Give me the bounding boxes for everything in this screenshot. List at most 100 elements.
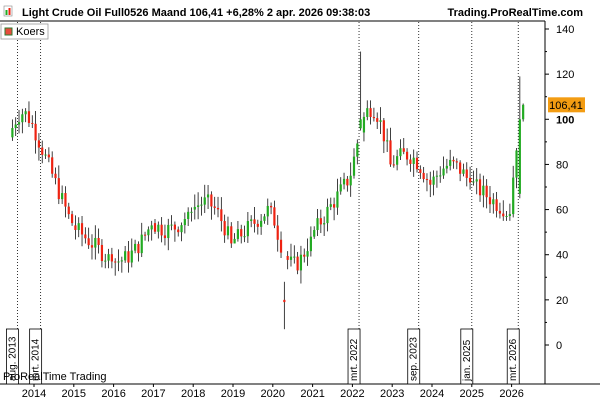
candle-body: [210, 194, 213, 207]
candle-body: [303, 254, 306, 257]
candle-body: [167, 224, 170, 239]
candle-body: [502, 213, 505, 217]
candle-body: [459, 162, 462, 174]
candle-body: [104, 260, 107, 262]
candle-body: [396, 156, 399, 165]
candle-body: [369, 108, 372, 118]
candle-body: [402, 148, 405, 152]
candle-body: [246, 221, 249, 237]
period-marker-box: [506, 328, 520, 385]
candle-body: [273, 207, 276, 226]
candle-body: [67, 206, 70, 215]
candle-body: [114, 261, 117, 263]
y-tick-label: 120: [556, 69, 574, 81]
period-marker-label: jan. 2025: [462, 339, 473, 382]
candle-body: [313, 230, 316, 237]
period-marker-label: aug. 2013: [7, 336, 18, 381]
candle-body: [405, 151, 409, 160]
candle-body: [362, 116, 366, 133]
candle-body: [266, 205, 269, 217]
x-tick-label: 2019: [221, 388, 245, 400]
candle-body: [386, 140, 389, 142]
candle-body: [342, 178, 346, 185]
candle-body: [80, 223, 84, 235]
candle-body: [482, 185, 485, 196]
period-marker-box: [347, 328, 361, 385]
candle-body: [409, 159, 412, 164]
legend[interactable]: Koers: [0, 23, 49, 40]
x-tick-label: 2018: [181, 388, 205, 400]
period-marker-box: [460, 328, 474, 385]
candle-body: [44, 154, 47, 156]
candle-body: [213, 206, 216, 208]
candle-body: [157, 224, 160, 232]
candle-body: [190, 211, 193, 213]
candle-body: [31, 122, 34, 124]
candle-body: [24, 111, 27, 115]
candle-body: [47, 154, 50, 158]
candle-body: [442, 168, 445, 176]
candle-body: [468, 177, 472, 183]
candle-body: [336, 191, 339, 208]
candle-body: [339, 184, 342, 192]
candle-body: [94, 237, 97, 248]
x-tick-label: 2014: [22, 388, 46, 400]
y-axis: 0 20 40 60 80 100 120 140: [545, 24, 574, 352]
candle-body: [419, 169, 422, 173]
candle-body: [120, 260, 123, 262]
candle-body: [134, 243, 137, 251]
candle-body: [34, 123, 37, 141]
candle-body: [183, 219, 186, 226]
candle-body: [309, 236, 312, 252]
candle-body: [376, 118, 379, 122]
x-tick-label: 2022: [340, 388, 364, 400]
candle-body: [64, 193, 67, 207]
candle-body: [216, 207, 220, 210]
y-tick-label: 60: [556, 205, 568, 217]
candle-body: [432, 176, 435, 185]
candle-body: [515, 150, 518, 178]
candle-body: [17, 122, 21, 125]
candle-body: [455, 161, 458, 163]
candle-body: [200, 204, 203, 206]
candle-body: [124, 251, 127, 261]
candle-body: [475, 179, 478, 182]
period-marker-box: [6, 328, 19, 385]
candle-body: [276, 225, 279, 240]
candle-body: [472, 181, 475, 183]
candle-body: [382, 120, 385, 142]
candle-body: [289, 256, 293, 260]
candle-body: [57, 178, 60, 200]
candle-body: [27, 111, 31, 123]
y-tick-label: 40: [556, 250, 568, 262]
candle-body: [41, 147, 44, 155]
candle-body: [14, 124, 17, 129]
x-tick-label: 2015: [62, 388, 86, 400]
candle-body: [485, 185, 488, 198]
x-tick-label: 2025: [460, 388, 484, 400]
candle-body: [462, 169, 465, 174]
candle-body: [253, 219, 256, 224]
candle-body: [256, 223, 259, 227]
candle-body: [223, 221, 226, 236]
candle-body: [37, 140, 41, 148]
candle-body: [316, 218, 319, 231]
candle-body: [478, 179, 482, 196]
candle-body: [74, 225, 77, 230]
chart-title: Light Crude Oil Full0526 Maand 106,41 +6…: [22, 7, 370, 19]
candle-body: [143, 234, 147, 236]
candle-body: [326, 206, 329, 224]
candle-body: [220, 209, 223, 222]
candle-body: [230, 226, 233, 244]
candle-body: [170, 224, 173, 226]
y-tick-label: 140: [556, 24, 574, 36]
candle-body: [425, 179, 429, 181]
candle-body: [379, 120, 382, 122]
candle-body: [240, 229, 243, 237]
candle-body: [465, 169, 468, 178]
candle-body: [508, 214, 511, 217]
candle-body: [299, 254, 303, 271]
candle-body: [77, 223, 80, 230]
candle-body: [197, 205, 200, 207]
candle-body: [203, 197, 206, 205]
